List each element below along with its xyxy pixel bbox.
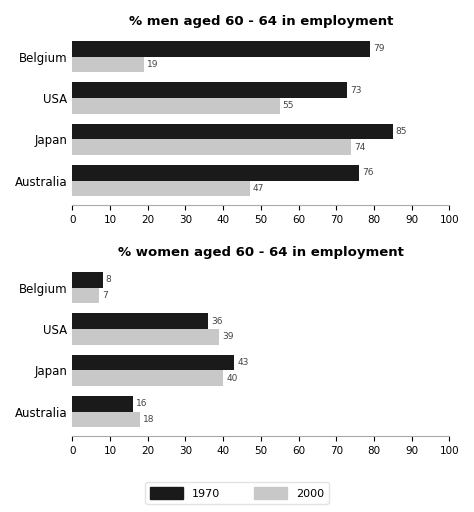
Bar xyxy=(73,396,133,412)
Text: 18: 18 xyxy=(143,415,155,424)
Text: 79: 79 xyxy=(373,45,384,53)
Bar xyxy=(73,181,249,196)
Text: 40: 40 xyxy=(226,374,237,382)
Bar xyxy=(73,82,347,98)
Legend: 1970, 2000: 1970, 2000 xyxy=(146,482,328,504)
Bar xyxy=(73,123,392,139)
Bar xyxy=(73,41,370,57)
Text: 36: 36 xyxy=(211,316,223,326)
Bar xyxy=(73,288,99,303)
Text: 73: 73 xyxy=(350,86,362,95)
Text: 43: 43 xyxy=(237,358,249,367)
Text: 55: 55 xyxy=(283,101,294,111)
Bar xyxy=(73,329,219,345)
Text: 47: 47 xyxy=(253,184,264,193)
Text: 74: 74 xyxy=(354,143,365,152)
Bar xyxy=(73,139,351,155)
Bar xyxy=(73,313,208,329)
Bar xyxy=(73,57,144,72)
Bar xyxy=(73,354,235,370)
Bar xyxy=(73,370,223,386)
Bar xyxy=(73,272,103,288)
Text: 85: 85 xyxy=(396,127,407,136)
Text: 39: 39 xyxy=(222,332,234,342)
Text: 19: 19 xyxy=(147,60,159,69)
Title: % men aged 60 - 64 in employment: % men aged 60 - 64 in employment xyxy=(128,15,393,28)
Text: 7: 7 xyxy=(102,291,108,300)
Text: 8: 8 xyxy=(106,275,111,284)
Bar xyxy=(73,98,280,114)
Bar xyxy=(73,412,140,427)
Title: % women aged 60 - 64 in employment: % women aged 60 - 64 in employment xyxy=(118,246,404,259)
Text: 16: 16 xyxy=(136,399,147,408)
Bar xyxy=(73,165,359,181)
Text: 76: 76 xyxy=(362,168,374,177)
